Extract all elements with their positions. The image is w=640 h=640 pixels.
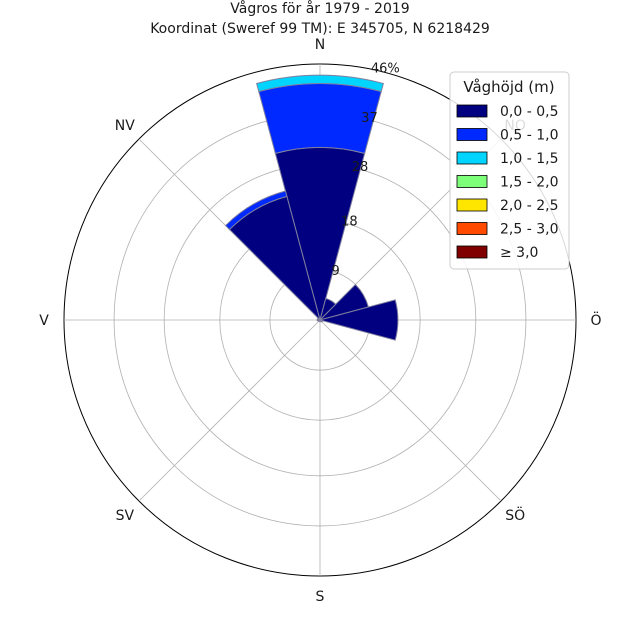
legend-label: 0,0 - 0,5 (500, 104, 558, 120)
ring-labels: 9 18 28 37 46% (332, 62, 400, 279)
direction-label: N (315, 37, 325, 53)
legend-title: Våghöjd (m) (463, 78, 554, 96)
direction-label: Ö (590, 311, 601, 329)
legend-label: 2,5 - 3,0 (500, 222, 558, 238)
direction-label: V (39, 313, 49, 329)
legend-swatch (456, 222, 488, 235)
ring-label: 18 (341, 215, 358, 230)
ring-label: 28 (352, 160, 369, 175)
legend-swatch (456, 104, 488, 118)
legend-swatch (456, 151, 488, 165)
legend-swatch (456, 198, 488, 212)
legend-label: 2,0 - 2,5 (500, 198, 558, 214)
rose-sector (318, 299, 399, 341)
direction-label: SV (116, 508, 135, 524)
ring-label: 9 (332, 264, 340, 279)
legend-label: ≥ 3,0 (500, 245, 538, 261)
grid-spoke (138, 319, 321, 502)
rose-sector (224, 190, 288, 231)
legend-swatch (456, 175, 488, 188)
legend-swatch (456, 128, 488, 141)
ring-label: 46% (371, 62, 400, 77)
ring-label: 37 (361, 111, 378, 126)
direction-label: S (316, 589, 325, 605)
legend-label: 1,0 - 1,5 (500, 151, 558, 167)
rose-sectors (224, 74, 399, 341)
chart-title: Vågros för år 1979 - 2019 (230, 0, 409, 17)
rose-sector (256, 74, 384, 93)
legend-label: 0,5 - 1,0 (500, 128, 558, 144)
chart-subtitle: Koordinat (Sweref 99 TM): E 345705, N 62… (150, 21, 490, 37)
legend-label: 1,5 - 2,0 (500, 175, 558, 191)
legend-frame (449, 71, 570, 270)
direction-label: SÖ (505, 506, 525, 524)
legend: Våghöjd (m) 0,0 - 0,5 0,5 - 1,0 1,0 - 1,5 1… (449, 71, 570, 270)
grid-spoke (319, 319, 502, 502)
legend-swatch (456, 245, 488, 259)
legend-items: 0,0 - 0,5 0,5 - 1,0 1,0 - 1,5 1,5 - 2,0 2,0 … (456, 104, 558, 261)
direction-label: NV (115, 118, 135, 134)
